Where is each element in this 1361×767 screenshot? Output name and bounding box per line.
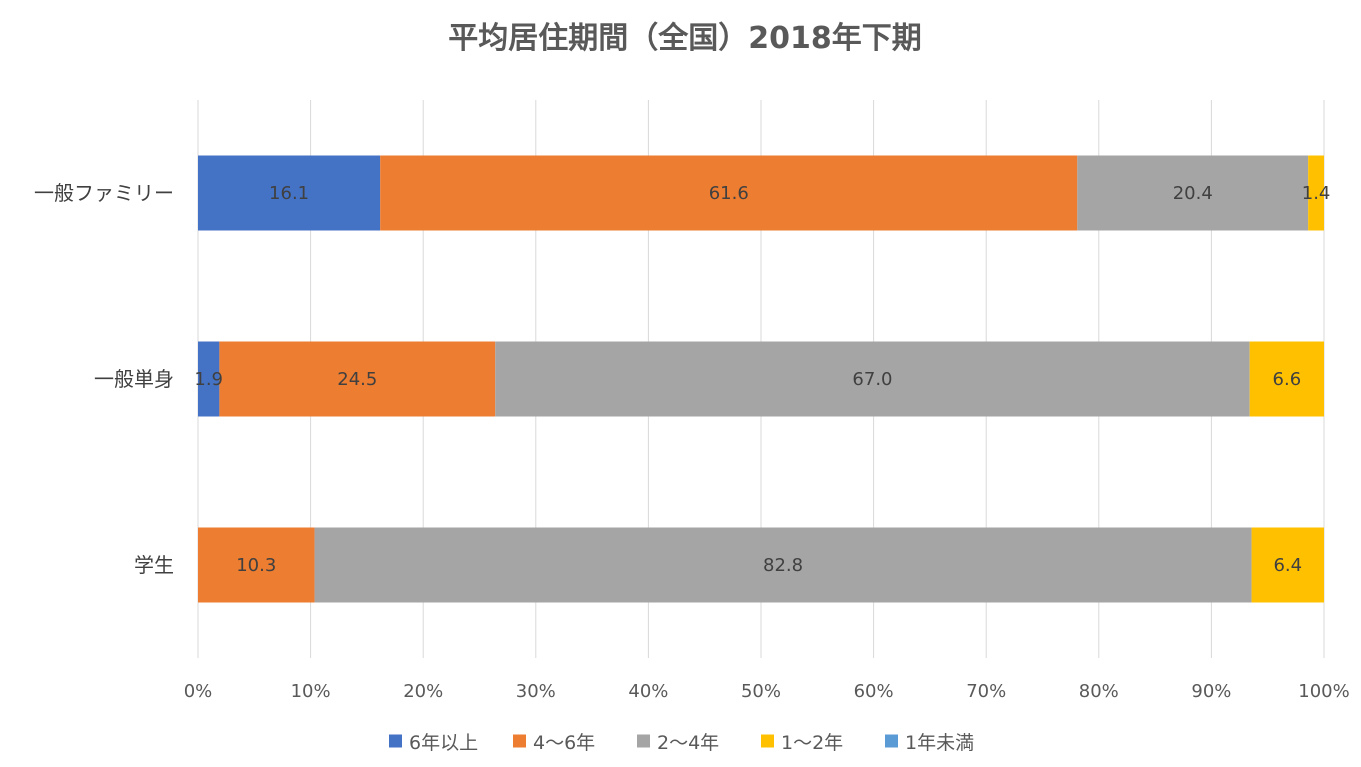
x-tick-label: 20% [403, 681, 443, 702]
legend-swatch [637, 734, 650, 748]
bar-segment [1249, 341, 1324, 417]
legend-label: 6年以上 [409, 732, 478, 754]
bar-segment [198, 341, 220, 417]
x-tick-label: 40% [628, 681, 668, 702]
category-label: 一般ファミリー [34, 181, 174, 205]
bar-segment [198, 527, 315, 603]
bar-segment [219, 341, 496, 417]
bar-segment [198, 155, 381, 231]
x-tick-label: 80% [1079, 681, 1119, 702]
x-tick-label: 0% [184, 681, 213, 702]
bar-segment [314, 527, 1252, 603]
bar-segment [1077, 155, 1309, 231]
x-tick-label: 30% [516, 681, 556, 702]
bar-segment [495, 341, 1250, 417]
chart-title: 平均居住期間（全国）2018年下期 [448, 21, 922, 56]
data-label: 10.3 [236, 555, 276, 576]
legend-label: 2〜4年 [657, 732, 719, 754]
legend: 6年以上 4〜6年 2〜4年 1〜2年 1年未満 [389, 732, 974, 754]
data-label: 82.8 [763, 555, 803, 576]
legend-swatch [513, 734, 526, 748]
legend-label: 1年未満 [905, 732, 974, 754]
legend-label: 1〜2年 [781, 732, 843, 754]
x-tick-label: 90% [1191, 681, 1231, 702]
x-tick-label: 50% [741, 681, 781, 702]
data-label: 20.4 [1173, 183, 1213, 204]
data-label: 67.0 [852, 369, 892, 390]
bar-segment [1308, 155, 1324, 231]
category-label: 一般単身 [94, 367, 174, 391]
x-tick-labels: 0% 10% 20% 30% 40% 50% 60% 70% 80% 90% 100% [184, 681, 1350, 702]
data-label: 1.4 [1302, 183, 1331, 204]
legend-swatch [389, 734, 402, 748]
data-label: 6.6 [1273, 369, 1302, 390]
x-tick-label: 10% [291, 681, 331, 702]
x-tick-label: 100% [1298, 681, 1349, 702]
category-label: 学生 [134, 553, 174, 577]
legend-swatch [885, 734, 898, 748]
data-label: 6.4 [1273, 555, 1302, 576]
data-label: 1.9 [194, 369, 223, 390]
bar-segments [198, 155, 1324, 603]
bar-segment [380, 155, 1078, 231]
bar-segment [1251, 527, 1324, 603]
x-tick-label: 70% [966, 681, 1006, 702]
legend-swatch [761, 734, 774, 748]
data-label: 61.6 [709, 183, 749, 204]
data-labels: 16.1 61.6 20.4 1.4 1.9 24.5 67.0 6.6 10.3 82.8 6.4 [194, 183, 1330, 576]
data-label: 16.1 [269, 183, 309, 204]
data-label: 24.5 [337, 369, 377, 390]
legend-label: 4〜6年 [533, 732, 595, 754]
x-tick-label: 60% [854, 681, 894, 702]
